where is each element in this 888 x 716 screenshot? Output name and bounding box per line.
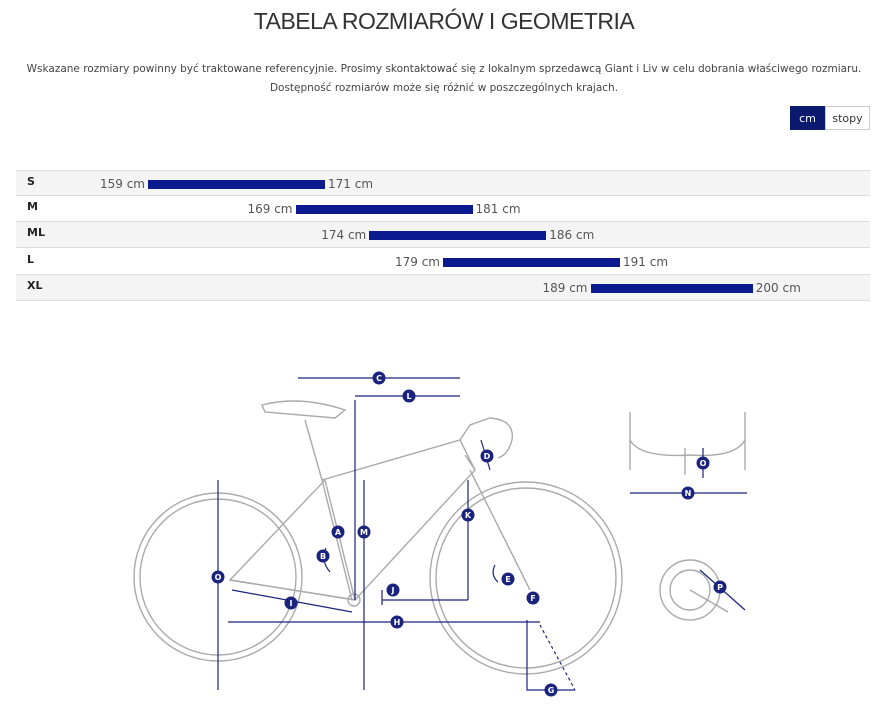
range-bar xyxy=(295,205,473,215)
min-label: 189 cm xyxy=(542,280,588,295)
badge-letter: K xyxy=(465,511,472,520)
max-label: 181 cm xyxy=(475,202,521,217)
badge xyxy=(544,683,558,697)
max-label: 191 cm xyxy=(623,254,669,269)
badge xyxy=(402,389,416,403)
size-label: L xyxy=(27,252,35,266)
badge xyxy=(372,371,386,385)
badge xyxy=(284,596,298,610)
badge-letter: P xyxy=(717,583,723,592)
badge xyxy=(480,449,494,463)
range-bar xyxy=(443,257,620,267)
badge-letter: I xyxy=(290,599,293,608)
description: Dostępność rozmiarów może się różnić w p… xyxy=(269,82,619,94)
size-row: ML 174 cm 186 cm xyxy=(16,222,870,249)
unit-cm[interactable]: cm xyxy=(790,106,825,130)
size-row: M 169 cm 181 cm xyxy=(16,196,870,223)
badge-letter: B xyxy=(320,552,326,561)
size-label: ML xyxy=(27,226,45,240)
unit-ft[interactable]: stopy xyxy=(825,106,870,130)
badge-letter: D xyxy=(484,452,491,461)
size-row: L 179 cm 191 cm xyxy=(16,248,870,275)
badge xyxy=(357,525,371,539)
badge xyxy=(386,583,400,597)
badge xyxy=(211,570,225,584)
badge-letter: G xyxy=(548,686,555,695)
max-label: 186 cm xyxy=(549,228,595,243)
range-bar xyxy=(148,180,325,189)
size-label: XL xyxy=(27,278,43,292)
badge-letter: O xyxy=(215,573,222,582)
size-row: S 159 cm 171 cm xyxy=(16,170,870,196)
badge-letter: E xyxy=(505,575,510,584)
badge xyxy=(681,486,695,500)
badge xyxy=(696,456,710,470)
badge-letter: C xyxy=(376,374,382,383)
range-bar xyxy=(369,231,547,241)
badge xyxy=(526,591,540,605)
min-label: 179 cm xyxy=(394,254,440,269)
range-bar xyxy=(590,283,753,293)
badge xyxy=(331,525,345,539)
description: Wskazane rozmiary powinny być traktowane… xyxy=(26,63,862,75)
max-label: 171 cm xyxy=(328,177,374,191)
badge-letter: J xyxy=(391,586,395,595)
badge xyxy=(316,549,330,563)
max-label: 200 cm xyxy=(755,280,801,295)
dimension-lines xyxy=(217,377,747,691)
size-label: S xyxy=(27,175,35,188)
size-label: M xyxy=(27,200,38,214)
badge xyxy=(501,572,515,586)
badge-letter: M xyxy=(360,528,368,537)
badge-letter: O xyxy=(700,459,707,468)
badge-letter: F xyxy=(530,594,535,603)
badge xyxy=(390,615,404,629)
badge xyxy=(713,580,727,594)
badge-letter: H xyxy=(394,618,401,627)
min-label: 169 cm xyxy=(247,202,293,217)
badge xyxy=(461,508,475,522)
min-label: 174 cm xyxy=(321,228,367,243)
min-label: 159 cm xyxy=(99,177,145,191)
title: TABELA ROZMIARÓW I GEOMETRIA xyxy=(253,8,635,34)
size-row: XL 189 cm 200 cm xyxy=(16,274,870,301)
bike xyxy=(133,400,746,675)
badge-letter: L xyxy=(406,392,411,401)
badge-letter: N xyxy=(685,489,692,498)
badge-letter: A xyxy=(335,528,342,537)
